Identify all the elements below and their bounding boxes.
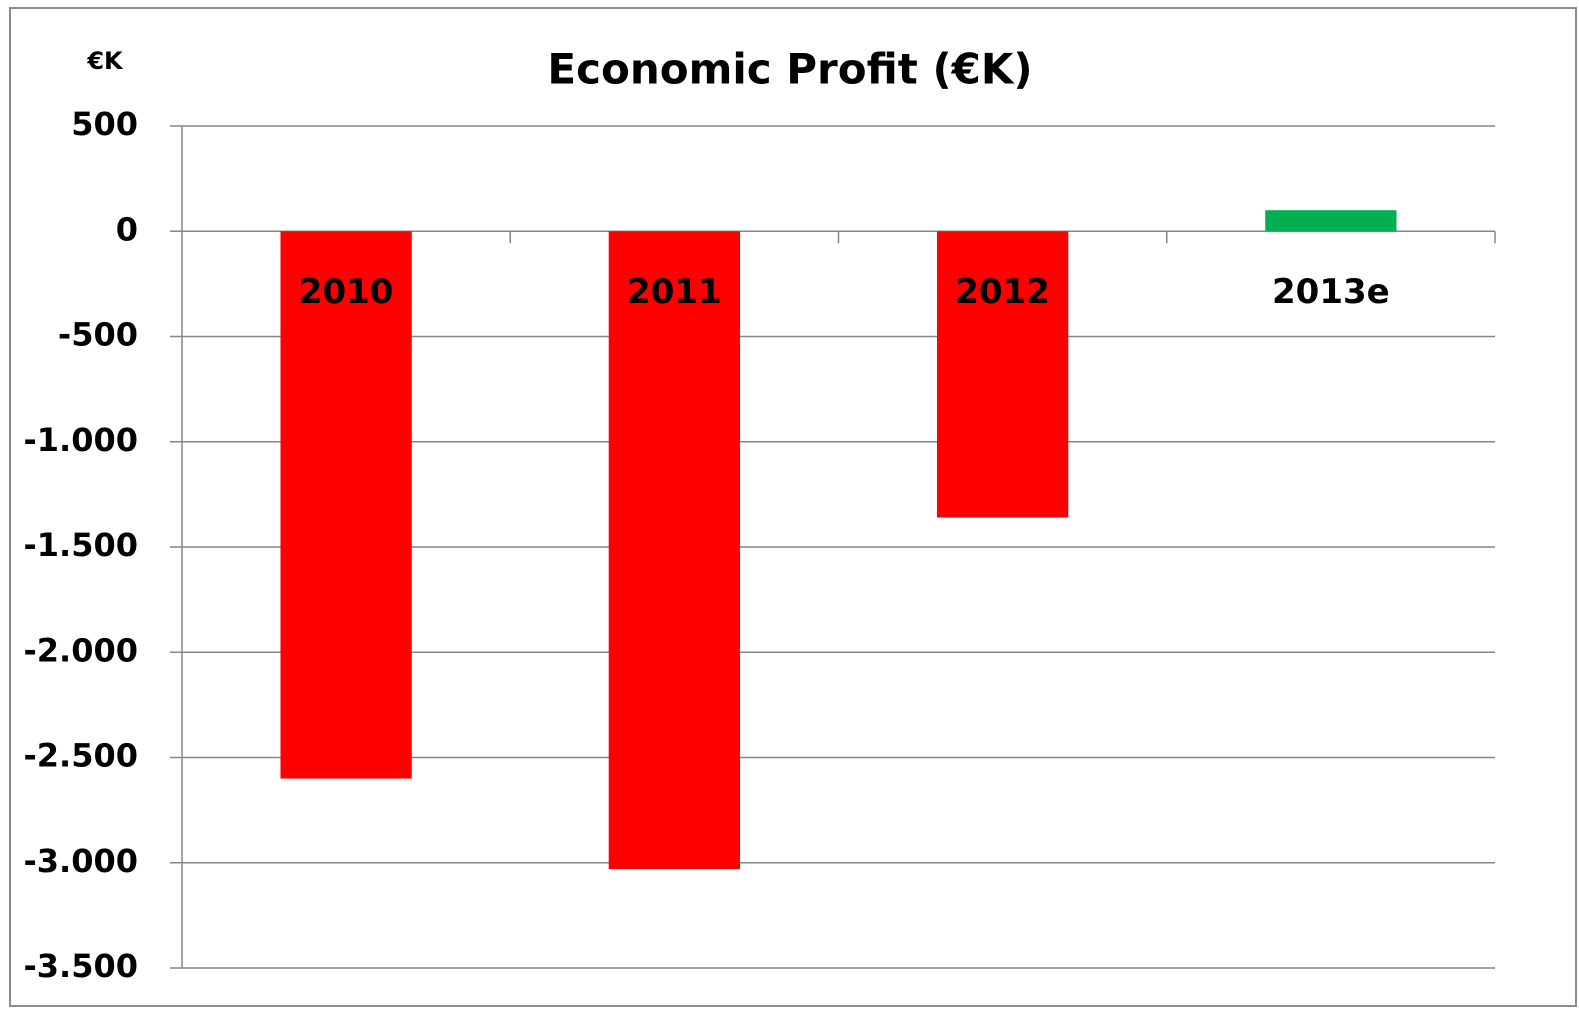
y-tick-label: -500 — [58, 316, 138, 354]
bar — [280, 231, 412, 779]
y-axis-label: €K — [86, 47, 124, 75]
y-tick-label: -3.000 — [24, 842, 139, 880]
bar — [1265, 210, 1397, 232]
y-tick-label: -3.500 — [24, 947, 139, 985]
y-tick-label: -2.500 — [24, 737, 139, 775]
x-tick-label: 2012 — [955, 272, 1050, 312]
y-tick-label: -1.000 — [24, 421, 139, 459]
y-tick-label: -2.000 — [24, 631, 139, 669]
y-tick-label: 0 — [116, 210, 138, 248]
y-tick-label: 500 — [71, 105, 138, 143]
y-tick-label: -1.500 — [24, 526, 139, 564]
x-tick-label: 2010 — [299, 272, 394, 312]
chart-title: Economic Profit (€K) — [547, 45, 1032, 94]
chart-frame — [9, 7, 1577, 1007]
bar — [936, 231, 1069, 518]
x-tick-label: 2011 — [627, 272, 722, 312]
bar — [608, 231, 741, 870]
x-tick-label: 2013e — [1272, 272, 1390, 312]
